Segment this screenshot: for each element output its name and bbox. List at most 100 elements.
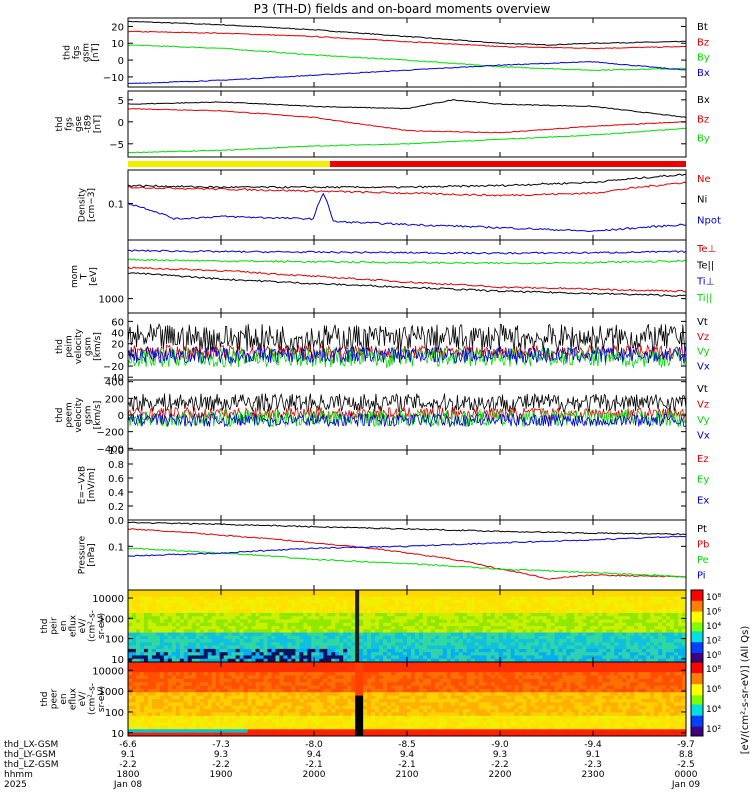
spectrogram-cell [471, 590, 475, 594]
spectrogram-cell [228, 613, 232, 617]
colorbar-tick: 10⁸ [706, 593, 721, 603]
spectrogram-cell [311, 672, 315, 676]
spectrogram-cell [335, 686, 339, 690]
spectrogram-cell [160, 626, 164, 630]
spectrogram-cell [391, 626, 395, 630]
spectrogram-cell [224, 675, 228, 679]
spectrogram-cell [287, 723, 291, 727]
spectrogram-cell [523, 652, 527, 656]
spectrogram-cell [315, 723, 319, 727]
spectrogram-cell [307, 729, 311, 733]
spectrogram-cell [507, 629, 511, 633]
spectrogram-cell [216, 623, 220, 627]
spectrogram-cell [287, 669, 291, 673]
spectrogram-cell [240, 696, 244, 700]
spectrogram-cell [307, 626, 311, 630]
spectrogram-cell [367, 696, 371, 700]
spectrogram-cell [268, 716, 272, 720]
spectrogram-cell [439, 626, 443, 630]
spectrogram-cell [387, 590, 391, 594]
spectrogram-cell [260, 626, 264, 630]
spectrogram-cell [160, 636, 164, 640]
spectrogram-cell [200, 636, 204, 640]
spectrogram-cell [192, 709, 196, 713]
spectrogram-cell [403, 649, 407, 653]
spectrogram-cell [355, 719, 359, 723]
spectrogram-cell [128, 613, 132, 617]
spectrogram-cell [291, 669, 295, 673]
spectrogram-cell [160, 662, 164, 666]
spectrogram-cell [351, 692, 355, 696]
spectrogram-cell [399, 692, 403, 696]
spectrogram-cell [295, 723, 299, 727]
spectrogram-cell [299, 600, 303, 604]
spectrogram-cell [192, 626, 196, 630]
spectrogram-cell [256, 723, 260, 727]
spectrogram-cell [160, 649, 164, 653]
spectrogram-cell [347, 665, 351, 669]
spectrogram-cell [658, 616, 662, 620]
panel-frame [128, 91, 686, 157]
spectrogram-cell [602, 636, 606, 640]
spectrogram-cell [148, 642, 152, 646]
spectrogram-cell [622, 606, 626, 610]
spectrogram-cell [483, 649, 487, 653]
spectrogram-cell [303, 712, 307, 716]
spectrogram-cell [463, 636, 467, 640]
spectrogram-cell [535, 649, 539, 653]
spectrogram-cell [399, 639, 403, 643]
spectrogram-cell [327, 696, 331, 700]
spectrogram-cell [658, 636, 662, 640]
spectrogram-cell [359, 689, 363, 693]
spectrogram-cell [487, 613, 491, 617]
spectrogram-cell [479, 642, 483, 646]
spectrogram-cell [180, 636, 184, 640]
spectrogram-cell [331, 716, 335, 720]
spectrogram-cell [148, 682, 152, 686]
legend-Ti⊥: Ti⊥ [696, 277, 714, 288]
spectrogram-cell [331, 712, 335, 716]
spectrogram-cell [172, 723, 176, 727]
spectrogram-cell [236, 616, 240, 620]
spectrogram-cell [670, 597, 674, 601]
spectrogram-cell [642, 646, 646, 650]
spectrogram-cell [220, 672, 224, 676]
spectrogram-cell [566, 600, 570, 604]
spectrogram-cell [220, 702, 224, 706]
spectrogram-cell [240, 672, 244, 676]
spectrogram-cell [535, 606, 539, 610]
spectrogram-cell [558, 639, 562, 643]
spectrogram-cell [184, 616, 188, 620]
spectrogram-cell [275, 712, 279, 716]
spectrogram-cell [271, 669, 275, 673]
spectrogram-cell [574, 642, 578, 646]
spectrogram-cell [287, 623, 291, 627]
spectrogram-cell [335, 597, 339, 601]
spectrogram-cell [650, 613, 654, 617]
spectrogram-cell [152, 603, 156, 607]
spectrogram-cell [279, 590, 283, 594]
spectrogram-cell [535, 623, 539, 627]
ytick-label: 0.4 [108, 488, 124, 499]
spectrogram-cell [299, 623, 303, 627]
spectrogram-cell [547, 642, 551, 646]
spectrogram-cell [307, 606, 311, 610]
spectrogram-cell [355, 669, 359, 673]
spectrogram-cell [642, 652, 646, 656]
spectrogram-cell [499, 606, 503, 610]
spectrogram-cell [224, 603, 228, 607]
spectrogram-cell [495, 613, 499, 617]
spectrogram-cell [539, 597, 543, 601]
spectrogram-cell [483, 603, 487, 607]
spectrogram-cell [299, 649, 303, 653]
spectrogram-cell [355, 689, 359, 693]
spectrogram-cell [299, 652, 303, 656]
spectrogram-cell [630, 593, 634, 597]
spectrogram-cell [343, 716, 347, 720]
spectrogram-cell [256, 636, 260, 640]
spectrogram-cell [315, 702, 319, 706]
spectrogram-cell [248, 689, 252, 693]
spectrogram-cell [391, 699, 395, 703]
spectrogram-cell [156, 699, 160, 703]
spectrogram-cell [335, 712, 339, 716]
